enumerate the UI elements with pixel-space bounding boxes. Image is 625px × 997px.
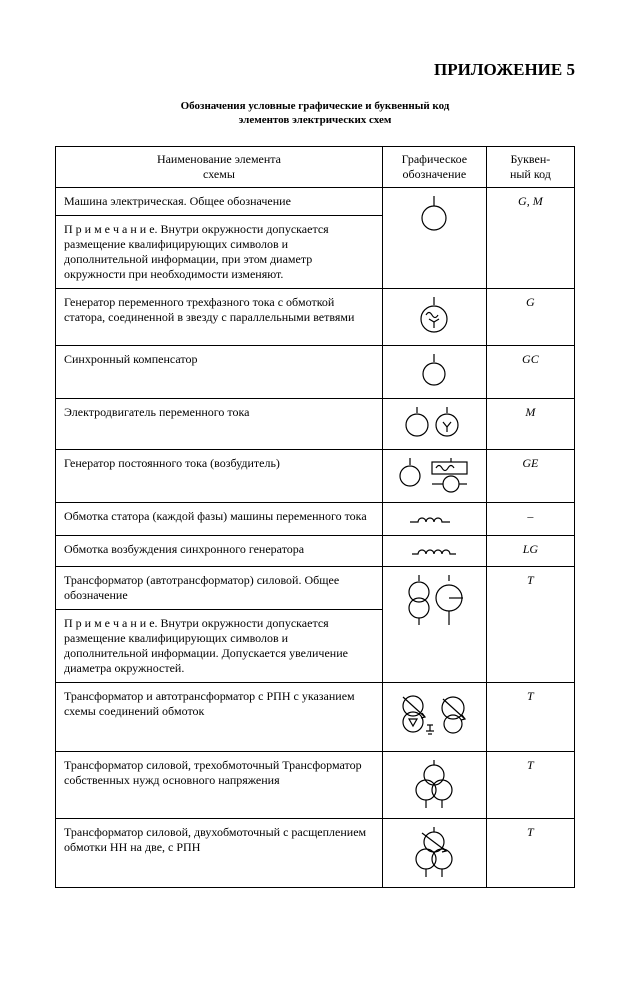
cell-name: Трансформатор силовой, двухобмоточный с … bbox=[56, 818, 383, 887]
generator-icon bbox=[412, 295, 456, 339]
cell-graphic bbox=[382, 751, 486, 818]
cell-note: П р и м е ч а н и е. Внутри окружности д… bbox=[56, 215, 383, 288]
col-header-name: Наименование элемента схемы bbox=[56, 146, 383, 187]
winding-icon bbox=[404, 509, 464, 529]
cell-name: Трансформатор и автотрансформатор с РПН … bbox=[56, 682, 383, 751]
cell-code: T bbox=[486, 566, 574, 682]
cell-graphic bbox=[382, 288, 486, 345]
cell-graphic bbox=[382, 818, 486, 887]
cell-code: GC bbox=[486, 345, 574, 398]
cell-code: T bbox=[486, 682, 574, 751]
subtitle-line2: элементов электрических схем bbox=[239, 114, 392, 126]
col-header-code: Буквен- ный код bbox=[486, 146, 574, 187]
sync-compensator-icon bbox=[414, 352, 454, 392]
cell-code: T bbox=[486, 818, 574, 887]
table-row: Машина электрическая. Общее обозначение … bbox=[56, 187, 575, 215]
circle-icon bbox=[414, 194, 454, 238]
table-row: Синхронный компенсатор GC bbox=[56, 345, 575, 398]
col-header-graphic: Графическое обозначение bbox=[382, 146, 486, 187]
cell-graphic bbox=[382, 535, 486, 566]
cell-note: П р и м е ч а н и е. Внутри окружности д… bbox=[56, 609, 383, 682]
table-row: Генератор переменного трехфазного тока с… bbox=[56, 288, 575, 345]
dc-generator-icon bbox=[396, 456, 472, 496]
table-row: Электродвигатель переменного тока bbox=[56, 398, 575, 449]
table-row: Генератор постоянного тока (возбудитель) bbox=[56, 449, 575, 502]
table-row: Обмотка статора (каждой фазы) машины пер… bbox=[56, 502, 575, 535]
transformer-icon bbox=[399, 573, 469, 631]
cell-name: Электродвигатель переменного тока bbox=[56, 398, 383, 449]
cell-code: GE bbox=[486, 449, 574, 502]
cell-name: Трансформатор силовой, трехобмоточный Тр… bbox=[56, 751, 383, 818]
cell-name: Обмотка возбуждения синхронного генерато… bbox=[56, 535, 383, 566]
cell-code: M bbox=[486, 398, 574, 449]
cell-code: G, M bbox=[486, 187, 574, 288]
cell-name: Машина электрическая. Общее обозначение bbox=[56, 187, 383, 215]
cell-graphic bbox=[382, 566, 486, 682]
table-row: Трансформатор и автотрансформатор с РПН … bbox=[56, 682, 575, 751]
table-row: Трансформатор (автотрансформатор) силово… bbox=[56, 566, 575, 609]
ac-motor-icon bbox=[399, 405, 469, 443]
cell-name: Синхронный компенсатор bbox=[56, 345, 383, 398]
cell-graphic bbox=[382, 502, 486, 535]
transformer-rpn-icon bbox=[395, 689, 473, 745]
table-row: Трансформатор силовой, трехобмоточный Тр… bbox=[56, 751, 575, 818]
cell-name: Обмотка статора (каждой фазы) машины пер… bbox=[56, 502, 383, 535]
symbols-table: Наименование элемента схемы Графическое … bbox=[55, 146, 575, 888]
table-row: Обмотка возбуждения синхронного генерато… bbox=[56, 535, 575, 566]
lg-winding-icon bbox=[404, 542, 464, 560]
subtitle-line1: Обозначения условные графические и букве… bbox=[181, 100, 450, 112]
cell-name: Генератор переменного трехфазного тока с… bbox=[56, 288, 383, 345]
table-row: Трансформатор силовой, двухобмоточный с … bbox=[56, 818, 575, 887]
appendix-title: ПРИЛОЖЕНИЕ 5 bbox=[55, 60, 575, 80]
table-header-row: Наименование элемента схемы Графическое … bbox=[56, 146, 575, 187]
cell-name: Трансформатор (автотрансформатор) силово… bbox=[56, 566, 383, 609]
cell-name: Генератор постоянного тока (возбудитель) bbox=[56, 449, 383, 502]
cell-code: LG bbox=[486, 535, 574, 566]
subtitle: Обозначения условные графические и букве… bbox=[55, 100, 575, 128]
cell-graphic bbox=[382, 187, 486, 288]
cell-code: T bbox=[486, 751, 574, 818]
page: ПРИЛОЖЕНИЕ 5 Обозначения условные графич… bbox=[0, 0, 625, 997]
cell-graphic bbox=[382, 449, 486, 502]
cell-graphic bbox=[382, 345, 486, 398]
three-winding-icon bbox=[407, 758, 461, 812]
cell-graphic bbox=[382, 398, 486, 449]
cell-code: G bbox=[486, 288, 574, 345]
cell-graphic bbox=[382, 682, 486, 751]
split-lv-transformer-icon bbox=[406, 825, 462, 881]
cell-code: – bbox=[486, 502, 574, 535]
